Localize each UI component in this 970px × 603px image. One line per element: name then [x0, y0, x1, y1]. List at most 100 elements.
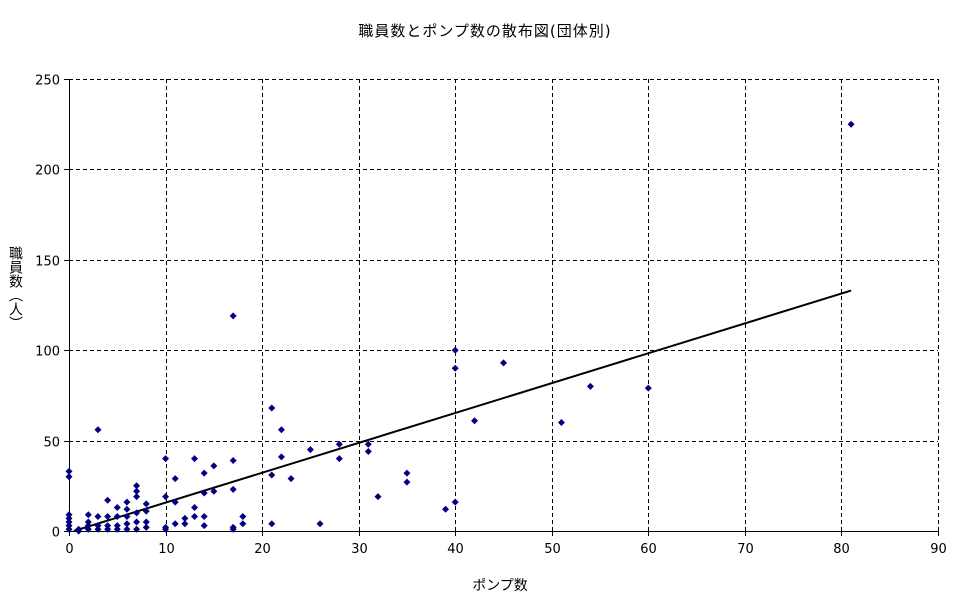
data-point	[229, 312, 237, 320]
x-tick-label: 10	[158, 542, 175, 557]
data-point	[306, 446, 314, 454]
data-point	[133, 482, 141, 490]
data-point	[94, 513, 102, 521]
data-point	[113, 525, 121, 533]
data-point	[335, 440, 343, 448]
data-point	[142, 507, 150, 515]
data-point	[451, 498, 459, 506]
data-point	[557, 419, 565, 427]
data-point	[364, 440, 372, 448]
data-point	[84, 511, 92, 519]
tick-labels: 0 10 20 30 40 50 60 70 80 90 0 50 100 150 200 250	[35, 74, 947, 558]
data-point	[277, 453, 285, 461]
data-point	[113, 513, 121, 521]
data-point	[65, 467, 73, 475]
y-tick-label: 0	[52, 526, 60, 541]
data-point	[200, 469, 208, 477]
data-points	[65, 120, 855, 535]
data-point	[200, 489, 208, 497]
x-tick-label: 80	[833, 542, 850, 557]
data-point	[268, 520, 276, 528]
data-point	[133, 509, 141, 517]
data-point	[162, 493, 170, 501]
data-point	[374, 493, 382, 501]
data-point	[239, 520, 247, 528]
y-tick-label: 50	[43, 436, 60, 451]
data-point	[181, 514, 189, 522]
data-point	[104, 525, 112, 533]
data-point	[104, 522, 112, 530]
data-point	[65, 525, 73, 533]
data-point	[65, 518, 73, 526]
grid-layer	[69, 79, 939, 531]
data-point	[316, 520, 324, 528]
data-point	[84, 525, 92, 533]
data-point	[123, 505, 131, 513]
y-axis-label: 職員数（人）	[7, 246, 23, 330]
data-point	[229, 525, 237, 533]
data-point	[123, 520, 131, 528]
x-tick-label: 20	[254, 542, 271, 557]
data-point	[471, 417, 479, 425]
data-point	[142, 518, 150, 526]
data-point	[171, 498, 179, 506]
data-point	[142, 523, 150, 531]
x-tick-label: 40	[447, 542, 464, 557]
data-point	[364, 447, 372, 455]
y-tick-label: 100	[35, 345, 60, 360]
data-point	[191, 455, 199, 463]
data-point	[94, 426, 102, 434]
data-point	[84, 522, 92, 530]
data-point	[113, 503, 121, 511]
data-point	[181, 520, 189, 528]
data-point	[239, 513, 247, 521]
data-point	[94, 522, 102, 530]
data-point	[133, 518, 141, 526]
data-point	[104, 513, 112, 521]
data-point	[200, 513, 208, 521]
data-point	[451, 364, 459, 372]
data-point	[210, 487, 218, 495]
x-tick-label: 70	[737, 542, 754, 557]
data-point	[268, 471, 276, 479]
data-point	[65, 522, 73, 530]
data-point	[287, 475, 295, 483]
chart-title: 職員数とポンプ数の散布図(団体別)	[358, 22, 612, 40]
trendline	[73, 289, 852, 532]
data-point	[94, 525, 102, 533]
data-point	[442, 505, 450, 513]
data-point	[171, 475, 179, 483]
data-point	[403, 478, 411, 486]
data-point	[123, 498, 131, 506]
data-point	[123, 513, 131, 521]
data-point	[142, 500, 150, 508]
trendline-layer	[73, 289, 852, 532]
data-point	[133, 525, 141, 533]
data-point	[65, 511, 73, 519]
data-point	[200, 522, 208, 530]
x-tick-label: 0	[65, 542, 73, 557]
data-point	[644, 384, 652, 392]
data-point	[500, 359, 507, 367]
data-point	[847, 120, 855, 128]
data-point	[403, 469, 411, 477]
x-tick-label: 30	[351, 542, 368, 557]
data-point	[586, 382, 594, 390]
data-point	[335, 455, 343, 463]
data-point	[133, 493, 141, 501]
y-tick-label: 250	[35, 74, 60, 89]
data-point	[65, 514, 73, 522]
x-tick-label: 50	[544, 542, 561, 557]
data-point	[65, 473, 73, 481]
data-point	[229, 456, 237, 464]
y-tick-label: 200	[35, 164, 60, 179]
x-tick-label: 60	[640, 542, 657, 557]
data-point	[277, 426, 285, 434]
data-point	[210, 462, 218, 470]
data-point	[113, 522, 121, 530]
y-tick-label: 150	[35, 255, 60, 270]
data-point	[75, 527, 83, 535]
x-tick-label: 90	[930, 542, 947, 557]
